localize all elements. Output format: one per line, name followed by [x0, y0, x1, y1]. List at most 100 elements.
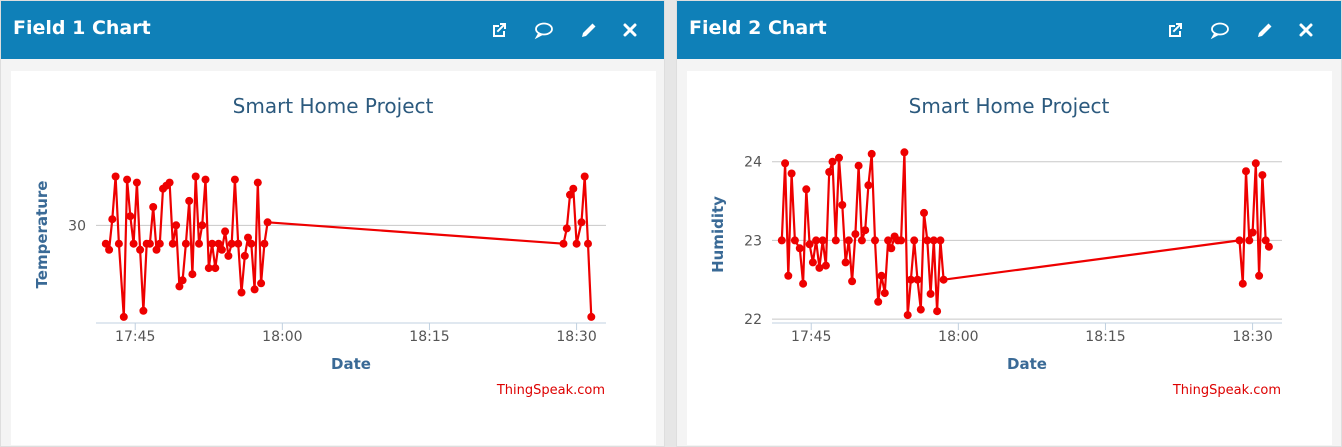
y-tick-label: 30 — [68, 218, 86, 234]
panel-header: Field 1 Chart — [1, 1, 664, 59]
data-point — [787, 169, 796, 178]
data-point — [569, 184, 578, 193]
data-point — [815, 263, 824, 272]
y-axis-label: Temperature — [33, 181, 51, 289]
data-point — [566, 190, 574, 199]
data-point — [145, 239, 154, 248]
data-point — [900, 148, 909, 157]
data-point — [111, 172, 120, 181]
data-point — [139, 306, 148, 315]
data-point — [857, 236, 866, 245]
data-point — [572, 239, 581, 248]
comment-icon[interactable] — [1208, 18, 1232, 42]
x-tick-label: 18:00 — [938, 329, 978, 345]
data-point — [933, 307, 942, 316]
data-point — [584, 239, 592, 248]
data-point — [221, 227, 230, 236]
data-point — [887, 244, 896, 253]
data-point — [939, 275, 948, 284]
data-point — [175, 282, 184, 291]
data-point — [185, 196, 194, 205]
data-point — [790, 236, 799, 245]
data-point — [263, 218, 272, 227]
data-point — [936, 236, 945, 245]
data-point — [897, 236, 906, 245]
thingspeak-credit: ThingSpeak.com — [496, 383, 605, 398]
panel-header: Field 2 Chart — [677, 1, 1341, 59]
data-point — [923, 236, 932, 245]
data-point — [240, 251, 249, 260]
panel-title: Field 2 Chart — [689, 17, 827, 39]
data-point — [871, 236, 879, 245]
data-point — [559, 239, 568, 248]
temperature-chart: Smart Home Project 30 17:45 18:00 18:15 18:30… — [33, 94, 606, 398]
data-point — [217, 245, 226, 254]
open-external-icon[interactable] — [1163, 18, 1187, 42]
data-point — [825, 168, 834, 176]
data-point — [152, 245, 161, 254]
data-point — [1258, 171, 1267, 180]
data-point — [795, 244, 804, 253]
y-tick-label: 23 — [744, 233, 762, 249]
x-axis-label: Date — [331, 355, 371, 373]
y-tick-label: 24 — [744, 155, 762, 171]
data-point — [874, 297, 883, 306]
data-point — [835, 153, 843, 162]
data-point — [188, 270, 197, 279]
data-point — [260, 239, 269, 248]
data-point — [211, 264, 220, 273]
data-point — [234, 239, 243, 248]
chart-card: Smart Home Project 30 17:45 18:00 18:15 18:30… — [11, 71, 656, 445]
data-point — [253, 178, 262, 187]
data-point — [1238, 279, 1247, 288]
data-point — [105, 245, 114, 254]
comment-icon[interactable] — [532, 18, 556, 42]
data-point — [191, 172, 200, 181]
close-icon[interactable] — [618, 18, 642, 42]
field-1-chart-panel: Field 1 Chart Smart Home Project 30 17:45 1… — [0, 0, 665, 447]
data-point — [880, 289, 889, 298]
x-tick-label: 17:45 — [115, 329, 155, 345]
data-point — [851, 230, 860, 239]
data-point — [864, 181, 873, 190]
data-point — [841, 258, 850, 267]
data-point — [784, 271, 793, 280]
data-point — [108, 215, 117, 224]
y-axis-label: Humidity — [709, 196, 727, 273]
data-point — [149, 203, 158, 211]
data-point — [244, 233, 252, 242]
data-point — [204, 264, 213, 273]
data-point — [101, 239, 110, 248]
data-point — [1264, 242, 1273, 251]
thingspeak-credit: ThingSpeak.com — [1172, 383, 1281, 398]
data-point — [178, 276, 187, 285]
data-point — [201, 175, 210, 184]
humidity-chart: Smart Home Project 22 23 24 17:45 18:00 18:15 1… — [709, 94, 1282, 398]
chart-card: Smart Home Project 22 23 24 17:45 18:00 18:15 1… — [687, 71, 1332, 445]
data-point — [247, 239, 256, 248]
data-point — [208, 239, 217, 248]
data-point — [577, 218, 586, 227]
panel-title: Field 1 Chart — [13, 17, 151, 39]
data-point — [884, 236, 893, 245]
data-point — [821, 261, 830, 270]
data-point — [812, 236, 821, 245]
data-point — [126, 212, 135, 221]
field-2-chart-panel: Field 2 Chart Smart Home Project 22 23 24 17… — [676, 0, 1342, 447]
y-tick-label: 22 — [744, 312, 762, 328]
x-axis-label: Date — [1007, 355, 1047, 373]
data-point — [913, 275, 922, 284]
data-point — [906, 275, 915, 284]
data-point — [195, 239, 203, 248]
data-point — [844, 236, 853, 245]
data-point — [227, 239, 236, 248]
close-icon[interactable] — [1294, 18, 1318, 42]
data-point — [257, 279, 266, 288]
data-point — [1261, 236, 1270, 245]
open-external-icon[interactable] — [487, 18, 511, 42]
data-point — [926, 289, 935, 298]
data-point — [916, 305, 925, 314]
data-point — [250, 285, 259, 294]
edit-pencil-icon[interactable] — [1253, 18, 1277, 42]
edit-pencil-icon[interactable] — [577, 18, 601, 42]
